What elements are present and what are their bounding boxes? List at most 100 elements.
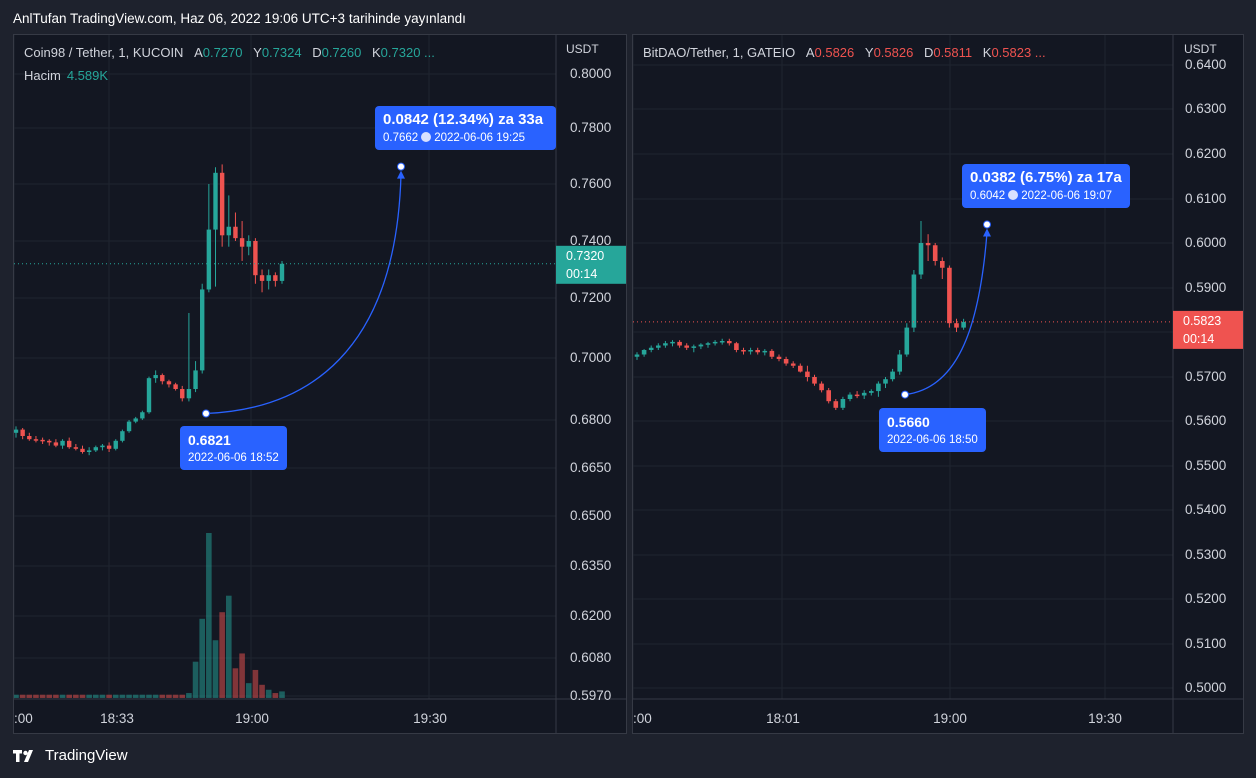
ohlc-close: 0.7320 ...: [380, 45, 435, 60]
chart-canvas-bitdao[interactable]: 0.6400 0.6300 0.6200 0.6100 0.6000 0.5900 0.58…: [633, 35, 1243, 733]
symbol-name: Coin98 / Tether, 1, KUCOIN: [24, 45, 184, 60]
projection-change: 0.0382 (6.75%) za 17a: [970, 168, 1122, 186]
candle-body: [897, 354, 902, 372]
price-tick-label: 0.5700: [1185, 369, 1226, 384]
projection-target-point: [983, 220, 991, 229]
ohlc-key-close: K: [371, 45, 381, 60]
clock-icon: [421, 131, 432, 142]
candle-body: [677, 341, 682, 346]
candle-body: [904, 327, 910, 355]
volume-value: 4.589K: [66, 68, 109, 83]
candle-body: [691, 346, 697, 348]
candle-body: [27, 436, 32, 440]
chart-pane-bitdao[interactable]: 0.6400 0.6300 0.6200 0.6100 0.6000 0.5900 0.58…: [632, 34, 1244, 734]
candle-body: [925, 243, 931, 246]
ohlc-low: 0.5811: [933, 45, 973, 60]
volume-bar: [73, 694, 79, 698]
price-axis-unit: USDT: [566, 42, 599, 56]
volume-bar: [126, 694, 132, 698]
candle-body: [259, 275, 265, 281]
price-tick-label: 0.6200: [1185, 146, 1226, 161]
candle-body: [266, 275, 271, 281]
candle-body: [120, 431, 125, 441]
price-tick-label: 0.5200: [1185, 591, 1226, 606]
volume-bar: [33, 694, 39, 698]
candle-body: [14, 429, 19, 433]
candle-body: [883, 379, 888, 384]
candle-body: [140, 412, 145, 419]
price-tick-label: 0.5600: [1185, 413, 1226, 428]
bar-countdown: 00:14: [566, 266, 598, 281]
volume-bar: [132, 694, 139, 698]
candle-body: [641, 350, 647, 355]
price-tick-label: 0.5000: [1185, 680, 1226, 695]
candle-body: [166, 381, 172, 385]
price-tick-label: 0.5400: [1185, 502, 1226, 517]
price-tick-label: 0.7400: [570, 233, 611, 248]
ohlc-low: 0.7260: [321, 45, 362, 60]
price-tick-label: 0.8000: [570, 66, 611, 81]
projection-start-label[interactable]: 0.5660 2022-06-06 18:50: [879, 407, 986, 452]
volume-bar: [79, 694, 86, 698]
projection-start-time: 2022-06-06 18:52: [188, 452, 279, 465]
tradingview-logo-icon: [13, 749, 33, 762]
projection-change: 0.0842 (12.34%) za 33a: [383, 110, 544, 128]
price-tick-label: 0.7800: [570, 120, 611, 135]
price-tick-label: 0.6080: [570, 650, 611, 665]
volume-bar: [179, 694, 186, 698]
candle-body: [33, 439, 39, 441]
candle-body: [762, 350, 768, 353]
projection-start-label[interactable]: 0.6821 2022-06-06 18:52: [180, 426, 287, 471]
volume-bar: [259, 684, 265, 698]
time-tick-label: :00: [14, 711, 33, 726]
candle-body: [86, 450, 92, 452]
price-tick-label: 0.6800: [570, 412, 611, 427]
candle-body: [712, 341, 718, 344]
chart-pane-coin98[interactable]: 0.8000 0.7800 0.7600 0.7400 0.7200 0.7000 0.68…: [13, 34, 627, 734]
ohlc-key-open: A: [194, 45, 203, 60]
projection-target-label[interactable]: 0.0382 (6.75%) za 17a 0.6042 2022-06-06 1…: [962, 163, 1130, 208]
candle-body: [648, 347, 654, 350]
volume-bar: [112, 694, 119, 698]
price-tick-label: 0.7200: [570, 290, 611, 305]
volume-bar: [46, 694, 53, 698]
volume-bar: [159, 694, 166, 698]
volume-bar: [226, 595, 232, 698]
candle-body: [173, 384, 178, 389]
candle-body: [279, 263, 285, 281]
candle-body: [727, 341, 732, 344]
candle-body: [961, 321, 966, 328]
ohlc-high: 0.7324: [261, 45, 302, 60]
candle-body: [200, 289, 205, 371]
candle-body: [741, 350, 746, 352]
candle-body: [826, 390, 831, 402]
volume-bar: [206, 533, 212, 698]
chart-canvas-coin98[interactable]: 0.8000 0.7800 0.7600 0.7400 0.7200 0.7000 0.68…: [14, 35, 626, 733]
projection-target-price: 0.7662: [383, 131, 419, 144]
price-tick-label: 0.6500: [570, 508, 611, 523]
volume-bar: [199, 618, 205, 698]
candle-body: [876, 383, 881, 392]
volume-bar: [93, 694, 99, 698]
candle-body: [153, 375, 158, 379]
candle-body: [656, 345, 661, 348]
tradingview-logo[interactable]: TradingView: [13, 747, 128, 764]
volume-bar: [119, 694, 126, 698]
candle-body: [819, 383, 824, 391]
symbol-legend: Coin98 / Tether, 1, KUCOIN A0.7270 Y0.73…: [24, 45, 435, 60]
projection-target-label[interactable]: 0.0842 (12.34%) za 33a 0.7662 2022-06-06 …: [375, 105, 556, 150]
clock-icon: [1008, 189, 1019, 200]
candle-body: [106, 445, 112, 449]
last-price: 0.5823: [1183, 313, 1222, 328]
time-tick-label: 19:30: [413, 711, 447, 726]
volume-bar: [279, 691, 285, 698]
bar-countdown: 00:14: [1183, 331, 1215, 346]
ohlc-open: 0.5826: [814, 45, 855, 60]
ohlc-key-open: A: [805, 45, 815, 60]
volume-bar: [19, 694, 26, 698]
last-price: 0.7320: [566, 248, 605, 263]
ohlc-close: 0.5823 ...: [991, 45, 1046, 60]
ohlc-key-low: D: [312, 45, 322, 60]
candle-body: [783, 359, 789, 364]
projection-target-point: [397, 162, 405, 171]
